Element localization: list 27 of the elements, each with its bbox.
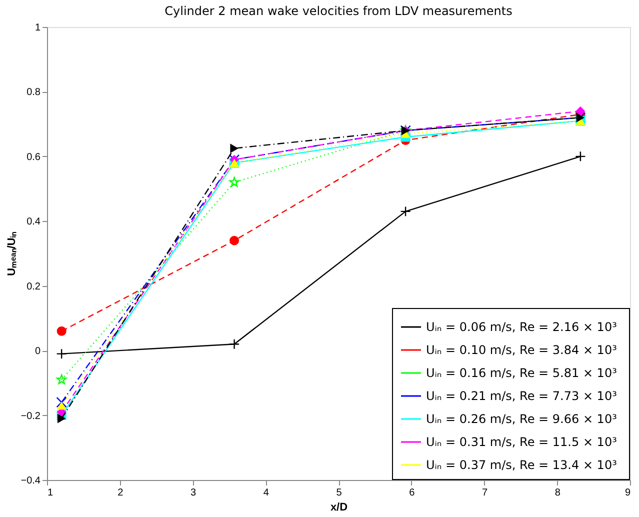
y-tick-label: 0 [34,346,41,358]
legend-label: Uᵢₙ = 0.06 m/s, Re = 2.16 × 10³ [426,320,618,334]
y-tick-label: −0.4 [20,476,41,486]
x-tick-label: 5 [336,488,342,498]
x-tick-label: 6 [409,488,416,498]
y-tick-label: 0.4 [26,216,41,228]
chart-title: Cylinder 2 mean wake velocities from LDV measurements [164,4,512,18]
x-tick-label: 9 [624,488,631,498]
y-tick-label: 0.2 [26,281,41,292]
x-tick-label: 7 [482,488,488,498]
y-tick-label: 1 [34,22,41,34]
y-tick-label: 0.8 [26,87,41,98]
legend-label: Uᵢₙ = 0.31 m/s, Re = 11.5 × 10³ [426,435,618,449]
x-tick-label: 8 [554,488,561,498]
legend-label: Uᵢₙ = 0.26 m/s, Re = 9.66 × 10³ [426,412,618,426]
y-tick-label: 0.6 [26,152,41,163]
x-tick-label: 3 [190,488,196,498]
legend-label: Uᵢₙ = 0.37 m/s, Re = 13.4 × 10³ [426,458,618,472]
y-axis-title: Uₘₑₐₙ/Uᵢₙ [6,231,18,276]
legend-label: Uᵢₙ = 0.21 m/s, Re = 7.73 × 10³ [426,389,618,403]
legend-label: Uᵢₙ = 0.10 m/s, Re = 3.84 × 10³ [426,343,618,357]
x-tick-label: 1 [48,488,54,498]
legend-label: Uᵢₙ = 0.16 m/s, Re = 5.81 × 10³ [426,366,618,380]
x-axis-title: x/D [330,502,348,514]
x-tick-label: 4 [263,488,270,498]
y-tick-label: −0.2 [20,410,41,422]
x-tick-label: 2 [118,488,124,498]
